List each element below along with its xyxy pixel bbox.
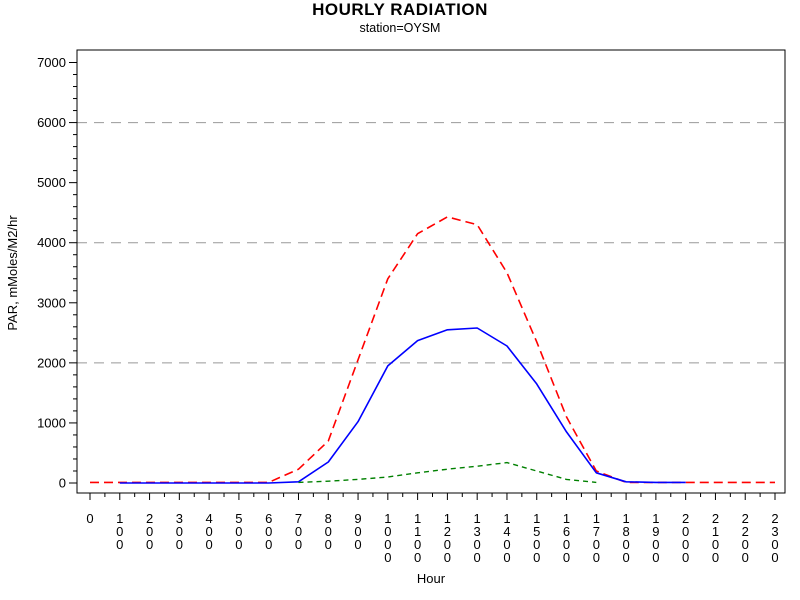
series-line-red-dashed-series <box>90 216 775 484</box>
y-tick-label: 7000 <box>37 55 66 70</box>
series-line-blue-solid-series <box>119 327 686 484</box>
y-tick-label: 2000 <box>37 355 66 370</box>
x-axis-title: Hour <box>417 571 446 586</box>
reference-lines-group <box>77 122 785 364</box>
y-tick-label: 3000 <box>37 295 66 310</box>
series-line-green-dashed-series <box>298 461 597 484</box>
series-lines-group <box>90 216 775 484</box>
y-tick-label: 6000 <box>37 115 66 130</box>
y-tick-label: 1000 <box>37 415 66 430</box>
x-axis: 0 1 0 0 2 0 0 3 0 0 4 0 0 5 0 0 6 0 0 7 0 0 8 0 0 9 0 0 1 0 0 0 1 1 0 0 1 2 0 0… <box>86 493 779 565</box>
y-axis: 0 1000 2000 3000 4000 5000 6000 7000 <box>37 55 77 491</box>
chart-subtitle: station=OYSM <box>360 21 441 35</box>
y-tick-label: 0 <box>59 476 66 491</box>
y-axis-title: PAR, mMoles/M2/hr <box>5 215 20 331</box>
plot-frame <box>76 49 786 494</box>
y-tick-label: 5000 <box>37 175 66 190</box>
y-tick-label: 4000 <box>37 235 66 250</box>
x-tick-label: 0 <box>86 511 93 526</box>
chart-title: HOURLY RADIATION <box>312 0 488 19</box>
